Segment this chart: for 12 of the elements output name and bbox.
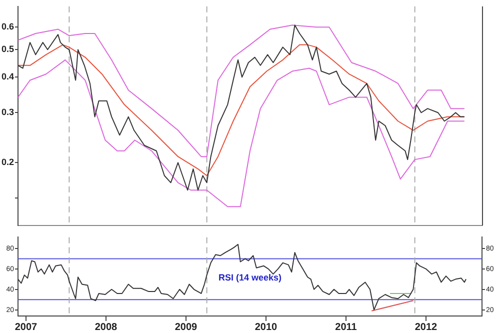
x-tick-label: 2010 [254, 322, 278, 333]
y-tick-label: 0.5 [1, 44, 14, 54]
x-tick-label: 2012 [414, 322, 438, 333]
y-tick-label: 0.4 [1, 72, 14, 82]
x-tick-label: 2007 [14, 322, 38, 333]
y-tick-label: 0.2 [1, 157, 14, 168]
annotation: RSI (14 weeks) [218, 272, 282, 283]
y-tick-label: 0.6 [1, 22, 14, 32]
x-tick-label: 2011 [335, 322, 358, 333]
y-tick-label: 0.3 [1, 107, 14, 118]
x-tick-label: 2009 [174, 322, 198, 333]
x-tick-label: 2008 [94, 322, 118, 333]
